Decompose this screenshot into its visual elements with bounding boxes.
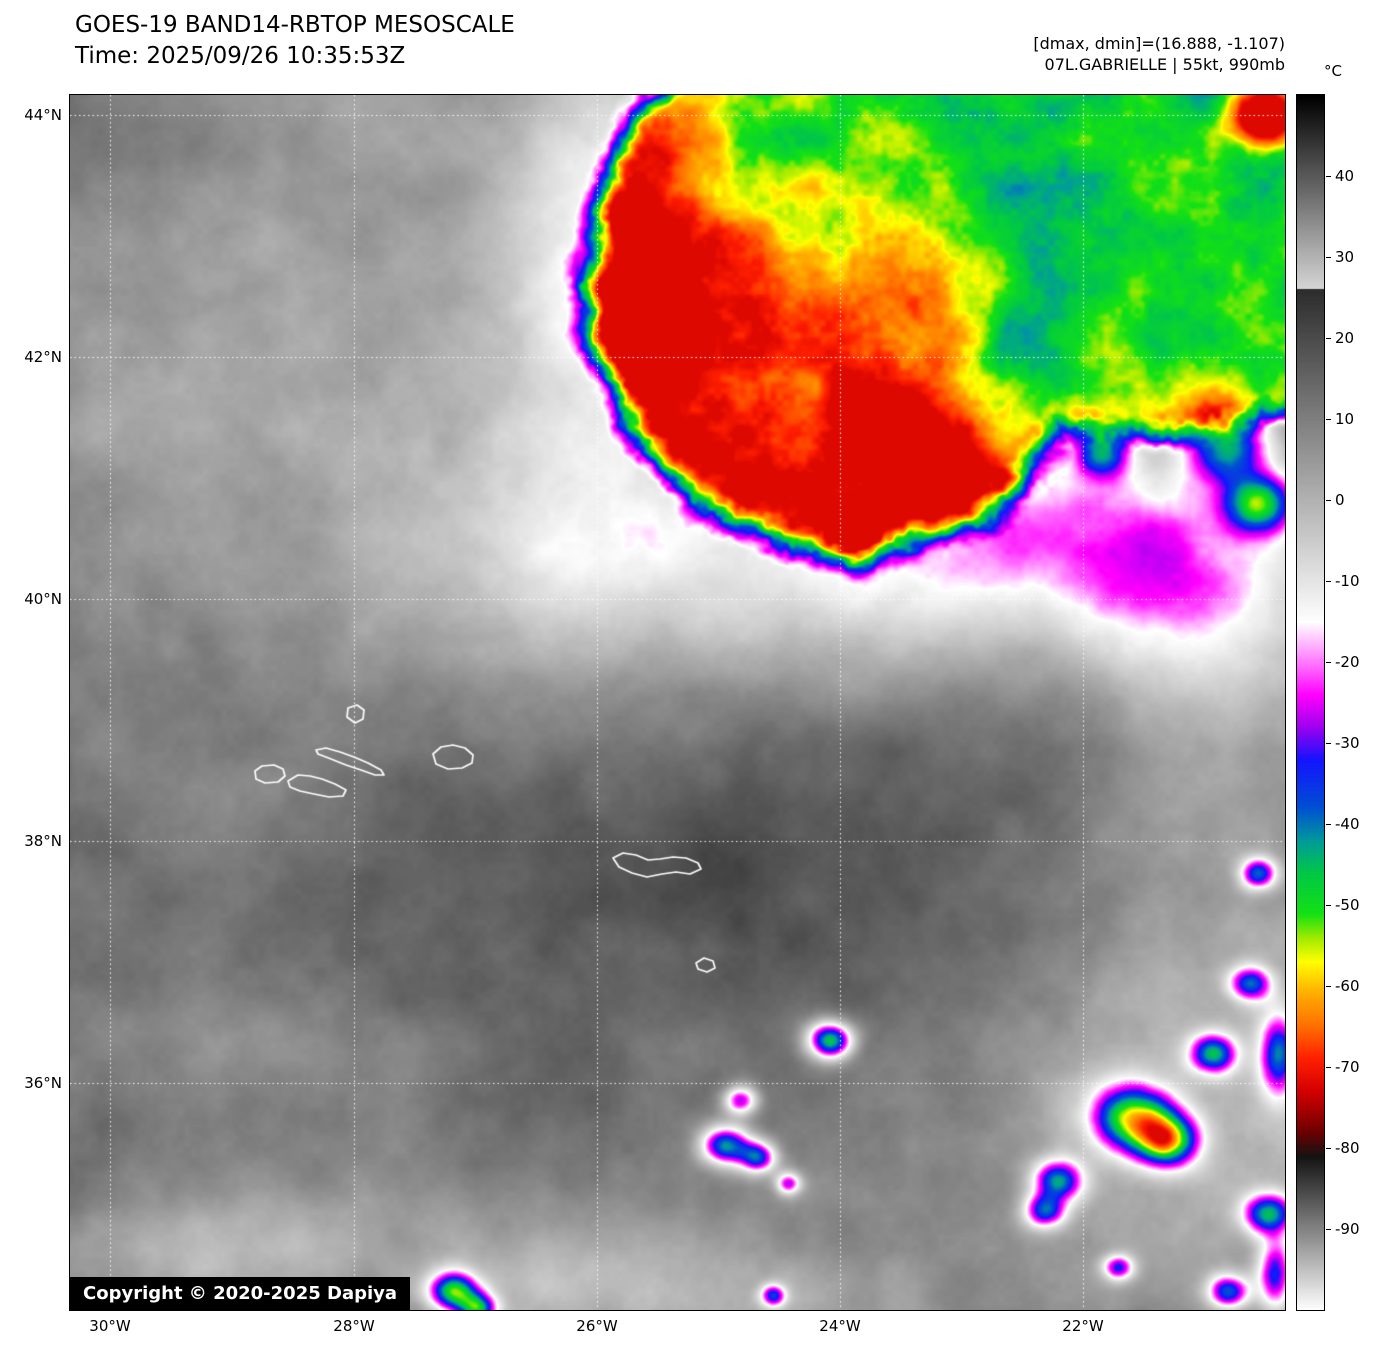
tick-value: -30 (1335, 734, 1360, 752)
tick-value: 10 (1335, 410, 1355, 428)
tick-value: -70 (1335, 1058, 1360, 1076)
annotation-block: [dmax, dmin]=(16.888, -1.107) 07L.GABRIE… (1033, 33, 1285, 75)
colorbar-tick: 30 (1326, 248, 1354, 266)
tick-mark (1326, 1066, 1331, 1068)
tick-mark (1326, 985, 1331, 987)
lon-tick-label: 24°W (819, 1317, 861, 1335)
tick-mark (1326, 175, 1331, 177)
lon-tick-label: 30°W (89, 1317, 131, 1335)
tick-value: 20 (1335, 329, 1355, 347)
title-block: GOES-19 BAND14-RBTOP MESOSCALE Time: 202… (75, 10, 515, 72)
timestamp: Time: 2025/09/26 10:35:53Z (75, 43, 406, 69)
colorbar-tick: -90 (1326, 1220, 1360, 1238)
lat-tick-label: 38°N (24, 832, 62, 850)
tick-value: -50 (1335, 896, 1360, 914)
tick-mark (1326, 742, 1331, 744)
tick-mark (1326, 904, 1331, 906)
tick-value: -10 (1335, 572, 1360, 590)
tick-mark (1326, 1147, 1331, 1149)
colorbar-gradient-canvas (1297, 95, 1324, 1310)
tick-mark (1326, 256, 1331, 258)
colorbar-tick: -80 (1326, 1139, 1360, 1157)
tick-value: 40 (1335, 167, 1355, 185)
tick-value: -40 (1335, 815, 1360, 833)
colorbar-tick: -30 (1326, 734, 1360, 752)
satellite-image-canvas (70, 95, 1285, 1310)
tick-mark (1326, 499, 1331, 501)
colorbar-tick: 10 (1326, 410, 1354, 428)
tick-mark (1326, 580, 1331, 582)
tick-mark (1326, 337, 1331, 339)
lat-tick-label: 36°N (24, 1074, 62, 1092)
tick-value: -60 (1335, 977, 1360, 995)
colorbar (1296, 94, 1325, 1311)
colorbar-tick: 40 (1326, 167, 1354, 185)
colorbar-tick: 20 (1326, 329, 1354, 347)
tick-mark (1326, 661, 1331, 663)
colorbar-tick: -40 (1326, 815, 1360, 833)
tick-value: -20 (1335, 653, 1360, 671)
storm-info-label: 07L.GABRIELLE | 55kt, 990mb (1044, 55, 1285, 74)
lon-tick-label: 22°W (1062, 1317, 1104, 1335)
tick-value: 30 (1335, 248, 1355, 266)
page-title: GOES-19 BAND14-RBTOP MESOSCALE (75, 12, 515, 38)
lat-tick-label: 44°N (24, 106, 62, 124)
colorbar-tick: -10 (1326, 572, 1360, 590)
colorbar-tick: -50 (1326, 896, 1360, 914)
colorbar-tick: 0 (1326, 491, 1345, 509)
tick-value: -80 (1335, 1139, 1360, 1157)
tick-mark (1326, 823, 1331, 825)
tick-mark (1326, 1228, 1331, 1230)
lon-tick-label: 26°W (576, 1317, 618, 1335)
colorbar-tick: -20 (1326, 653, 1360, 671)
tick-mark (1326, 418, 1331, 420)
map-area: Copyright © 2020-2025 Dapiya (69, 94, 1286, 1311)
colorbar-tick: -60 (1326, 977, 1360, 995)
copyright: Copyright © 2020-2025 Dapiya (70, 1277, 411, 1310)
tick-value: -90 (1335, 1220, 1360, 1238)
dmax-dmin-label: [dmax, dmin]=(16.888, -1.107) (1033, 34, 1285, 53)
colorbar-tick: -70 (1326, 1058, 1360, 1076)
lat-tick-label: 40°N (24, 590, 62, 608)
colorbar-unit-label: °C (1324, 62, 1342, 80)
tick-value: 0 (1335, 491, 1345, 509)
lon-tick-label: 28°W (333, 1317, 375, 1335)
lat-tick-label: 42°N (24, 348, 62, 366)
